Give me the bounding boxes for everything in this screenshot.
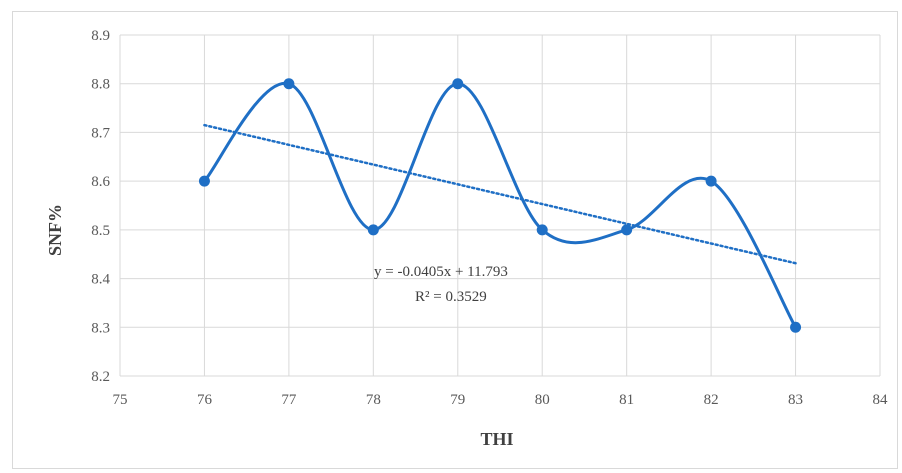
x-axis-title: THI <box>480 429 513 449</box>
y-tick-labels: 8.2 8.3 8.4 8.5 8.6 8.7 8.8 8.9 <box>91 28 110 385</box>
data-point <box>367 224 379 236</box>
x-tick-label: 75 <box>113 392 128 408</box>
x-tick-label: 83 <box>788 392 803 408</box>
y-tick-label: 8.3 <box>91 320 110 336</box>
x-tick-label: 82 <box>704 392 719 408</box>
trendline-group <box>203 123 797 265</box>
y-tick-label: 8.2 <box>91 369 110 385</box>
y-axis-title: SNF% <box>45 204 65 256</box>
x-tick-label: 78 <box>366 392 381 408</box>
y-tick-label: 8.4 <box>91 272 110 288</box>
gridlines <box>119 34 881 377</box>
series-line <box>203 81 797 329</box>
data-point <box>621 224 633 236</box>
data-point <box>790 321 802 333</box>
trendline-r-squared: R² = 0.3529 <box>415 289 487 305</box>
x-tick-label: 80 <box>535 392 550 408</box>
y-tick-label: 8.7 <box>91 125 110 141</box>
x-tick-label: 84 <box>873 392 889 408</box>
data-point <box>452 78 464 90</box>
trendline <box>203 123 797 265</box>
x-tick-label: 81 <box>619 392 634 408</box>
x-tick-label: 79 <box>450 392 465 408</box>
y-tick-label: 8.6 <box>91 174 110 190</box>
y-tick-label: 8.8 <box>91 77 110 93</box>
trendline-equation: y = -0.0405x + 11.793 <box>374 264 508 280</box>
y-tick-label: 8.9 <box>91 28 110 44</box>
data-point <box>283 78 295 90</box>
series-group <box>198 78 802 333</box>
data-point <box>198 175 210 187</box>
data-point <box>705 175 717 187</box>
y-tick-label: 8.5 <box>91 223 110 239</box>
data-point <box>536 224 548 236</box>
x-tick-label: 76 <box>197 392 213 408</box>
x-tick-labels: 75 76 77 78 79 80 81 82 83 84 <box>113 392 889 408</box>
x-tick-label: 77 <box>281 392 297 408</box>
